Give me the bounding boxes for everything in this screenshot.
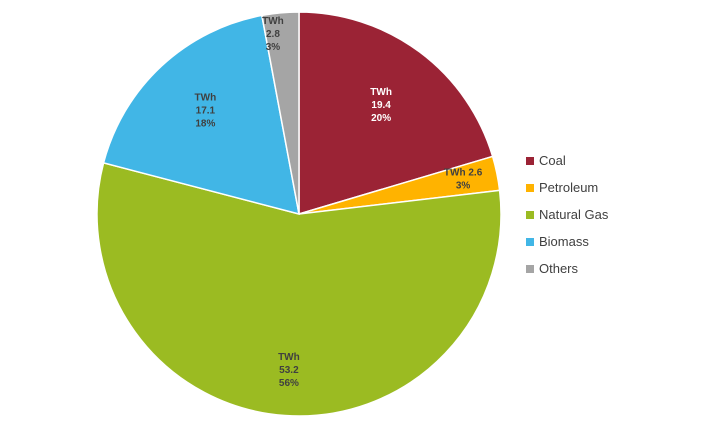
pie-slice-coal [298, 11, 494, 216]
data-label-coal: TWh 19.4 20% [370, 87, 392, 124]
legend-swatch-coal [526, 156, 534, 165]
legend-swatch-biomass [526, 237, 534, 246]
legend-item-natural-gas: Natural Gas [526, 201, 608, 228]
legend-item-others: Others [526, 255, 608, 282]
legend: Coal Petroleum Natural Gas Biomass Other… [526, 147, 608, 282]
data-label-others: TWh 2.8 3% [262, 16, 284, 53]
pie-slice-biomass [102, 14, 300, 216]
legend-label-natural-gas: Natural Gas [539, 207, 609, 222]
legend-swatch-petroleum [526, 183, 534, 192]
legend-label-others: Others [539, 261, 579, 276]
pie-slice-others [260, 11, 300, 215]
data-label-petroleum: TWh 2.6 3% [444, 168, 483, 192]
legend-label-coal: Coal [539, 153, 566, 168]
data-label-natural-gas: TWh 53.2 56% [278, 352, 300, 389]
data-label-biomass: TWh 17.1 18% [195, 92, 217, 129]
legend-label-biomass: Biomass [539, 234, 589, 249]
legend-item-petroleum: Petroleum [526, 174, 608, 201]
pie-slice-natural-gas [96, 161, 502, 417]
legend-item-biomass: Biomass [526, 228, 608, 255]
legend-swatch-natural-gas [526, 210, 534, 219]
legend-label-petroleum: Petroleum [539, 180, 599, 195]
legend-item-coal: Coal [526, 147, 608, 174]
legend-swatch-others [526, 264, 534, 273]
